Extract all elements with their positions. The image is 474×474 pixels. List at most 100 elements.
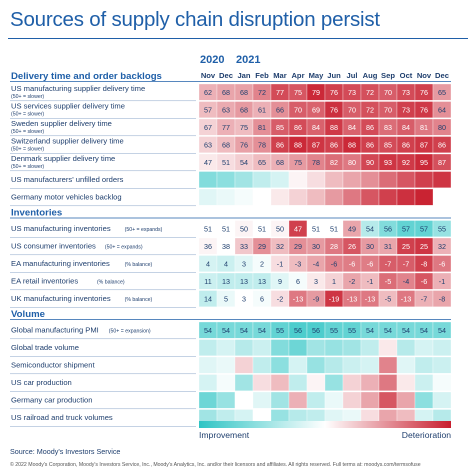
heat-cell <box>360 339 380 356</box>
cell-value: 13 <box>258 277 266 286</box>
cell-value: 73 <box>402 88 410 97</box>
cell-value: 30 <box>312 242 320 251</box>
cell-value: 73 <box>348 88 356 97</box>
cell-value: 11 <box>204 277 211 286</box>
chart-title: Sources of supply chain disruption persi… <box>10 8 380 31</box>
cell-value: -8 <box>421 259 427 268</box>
month-label: Sep <box>381 71 395 80</box>
cell-value: 78 <box>312 158 320 167</box>
heat-cell <box>342 171 362 188</box>
cell-value: 56 <box>294 326 302 335</box>
cell-value: 68 <box>222 140 230 149</box>
row-note: (% balance) <box>125 262 153 268</box>
row-label: US car production <box>11 378 72 387</box>
cell-value: -19 <box>329 294 339 303</box>
row-label: EA manufacturing inventories <box>11 259 110 268</box>
cell-value: 68 <box>240 105 248 114</box>
cell-value: 76 <box>330 105 338 114</box>
heat-cell <box>360 374 380 391</box>
cell-value: 84 <box>402 123 410 132</box>
cell-value: 25 <box>402 242 410 251</box>
heat-cell <box>432 237 452 255</box>
cell-value: -6 <box>331 259 337 268</box>
row-label: US manufacturing inventories <box>11 224 111 233</box>
cell-value: -2 <box>277 294 283 303</box>
cell-value: -1 <box>439 277 445 286</box>
heat-cell <box>288 188 308 206</box>
cell-value: 86 <box>294 123 302 132</box>
cell-value: 62 <box>204 88 212 97</box>
cell-value: 50 <box>276 224 284 233</box>
cell-value: 84 <box>312 123 320 132</box>
heat-cell <box>252 391 272 409</box>
month-label: Dec <box>219 71 233 80</box>
cell-value: 66 <box>276 105 284 114</box>
cell-value: 68 <box>240 88 248 97</box>
cell-value: 2 <box>260 259 264 268</box>
heat-cell <box>288 171 308 188</box>
cell-value: -3 <box>295 259 301 268</box>
cell-value: 78 <box>258 140 266 149</box>
row-label: EA retail inventories <box>11 277 78 286</box>
cell-value: 29 <box>294 242 302 251</box>
heat-cell <box>342 339 362 356</box>
heat-cell <box>270 356 290 374</box>
cell-value: 65 <box>258 158 266 167</box>
year-label-2021: 2021 <box>236 54 260 66</box>
heat-cell <box>270 391 290 409</box>
heat-cell <box>432 339 452 356</box>
heat-cell <box>324 171 344 188</box>
heat-cell <box>378 188 398 206</box>
cell-value: -6 <box>439 259 445 268</box>
cell-value: 51 <box>204 224 212 233</box>
heat-cell <box>342 374 362 391</box>
cell-value: 75 <box>294 158 302 167</box>
heat-cell <box>216 374 236 391</box>
heat-cell <box>252 171 272 188</box>
cell-value: 54 <box>366 326 374 335</box>
cell-value: 32 <box>438 242 446 251</box>
heat-cell <box>216 188 236 206</box>
heat-cell <box>378 171 398 188</box>
cell-value: -1 <box>277 259 283 268</box>
cell-value: 54 <box>240 326 248 335</box>
cell-value: 77 <box>222 123 230 132</box>
cell-value: 3 <box>242 259 246 268</box>
row-label: US railroad and truck volumes <box>11 413 113 422</box>
heat-cell <box>432 290 452 307</box>
heat-cell <box>198 374 218 391</box>
cell-value: 87 <box>420 140 428 149</box>
heat-cell <box>360 391 380 409</box>
heat-cell <box>360 188 380 206</box>
cell-value: -7 <box>403 259 409 268</box>
cell-value: 25 <box>420 242 428 251</box>
heat-cell <box>306 391 326 409</box>
cell-value: 75 <box>294 88 302 97</box>
heat-cell <box>396 391 416 409</box>
cell-value: 51 <box>222 158 230 167</box>
cell-value: 57 <box>420 224 428 233</box>
cell-value: 80 <box>438 123 446 132</box>
legend-high-label: Deterioration <box>402 430 451 440</box>
cell-value: 54 <box>384 326 392 335</box>
cell-value: 65 <box>438 88 446 97</box>
cell-value: 76 <box>330 88 338 97</box>
cell-value: 36 <box>204 242 212 251</box>
row-label: Global manufacturing PMI <box>11 326 99 335</box>
cell-value: 68 <box>222 88 230 97</box>
cell-value: 51 <box>222 224 230 233</box>
heat-cell <box>414 188 434 206</box>
heat-cell <box>306 188 326 206</box>
cell-value: 4 <box>224 259 228 268</box>
row-note: (50+ = expands) <box>125 227 163 233</box>
cell-value: 33 <box>240 242 248 251</box>
cell-value: 86 <box>330 140 338 149</box>
cell-value: 51 <box>258 224 266 233</box>
row-label: US services supplier delivery time <box>11 102 125 111</box>
cell-value: 80 <box>348 158 356 167</box>
heat-cell <box>396 339 416 356</box>
cell-value: 28 <box>330 242 338 251</box>
cell-value: -13 <box>347 294 357 303</box>
cell-value: -13 <box>293 294 303 303</box>
